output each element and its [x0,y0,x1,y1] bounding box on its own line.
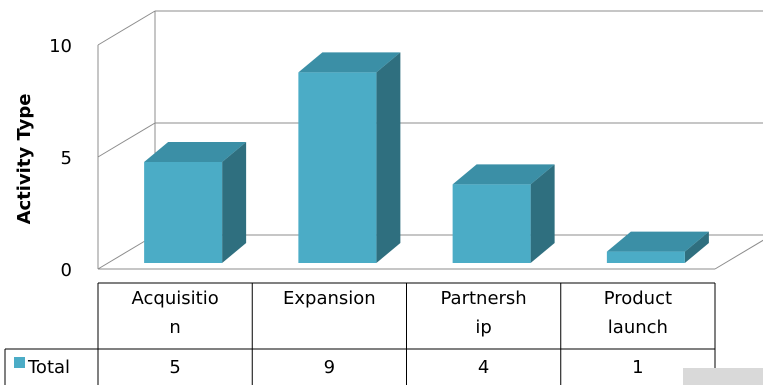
y-tick-label: 0 [61,260,72,281]
table-value: 1 [632,357,643,378]
bar-front [144,162,223,263]
y-tick-label: 10 [49,36,72,57]
y-axis-label: Activity Type [14,94,35,225]
category-label: launch [608,317,668,338]
table-value: 9 [324,357,335,378]
bar-front [452,184,531,263]
category-label: Partnersh [441,288,527,309]
category-label: Product [604,288,672,309]
gridline-wall-5 [97,122,156,158]
data-table: Acquisitio n Expansion Partnersh ip Product la… [4,282,716,385]
legend-key [14,357,25,368]
bar-0 [144,142,247,263]
bar-2 [452,164,555,263]
category-label: ip [475,317,491,338]
gridline-wall-10 [97,10,156,46]
bar-top [298,52,401,73]
bar-side [684,231,709,263]
category-label: Acquisitio [132,288,219,309]
y-tick-label: 5 [61,148,72,169]
bar-1 [298,52,401,264]
series-name: Total [27,357,70,378]
bar-top [144,142,247,162]
table-value: 4 [478,357,489,378]
bar-top [452,164,555,185]
bar-side [376,52,401,264]
floor-right-edge [714,239,763,270]
bar-front [606,251,685,263]
bar-front [298,72,377,264]
bar-3 [606,231,709,263]
bar-top [606,231,709,252]
bar-side [222,142,247,263]
y-tick-labels: 0 5 10 [49,36,72,281]
category-label: n [169,317,180,338]
bars [144,52,709,264]
bar-side [530,164,555,263]
table-value: 5 [169,357,180,378]
category-label: Expansion [283,288,376,309]
overlay-box [683,368,763,385]
